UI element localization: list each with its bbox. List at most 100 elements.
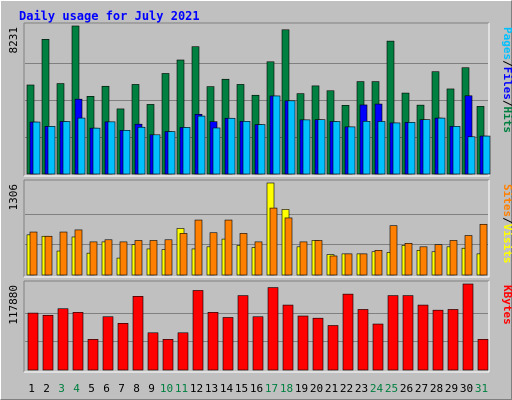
bar-pages (122, 130, 131, 175)
bar-pages (452, 126, 461, 175)
legend-separator: / (501, 60, 512, 67)
bar-pages (482, 135, 491, 175)
bar-sites (194, 219, 203, 276)
bar-pages (137, 126, 146, 175)
bar-kbytes (417, 304, 429, 371)
legend-pages: Pages (501, 27, 512, 60)
bar-sites (479, 223, 488, 276)
bar-kbytes (477, 339, 489, 371)
bar-kbytes (372, 323, 384, 371)
bar-sites (29, 231, 38, 276)
bar-sites (389, 225, 398, 276)
legend-kbytes: KBytes (501, 285, 512, 325)
bar-pages (407, 122, 416, 175)
x-tick-label: 27 (415, 382, 428, 395)
bar-sites (449, 240, 458, 276)
bar-kbytes (102, 316, 114, 371)
bar-kbytes (432, 309, 444, 371)
bar-pages (422, 119, 431, 175)
bar-pages (47, 126, 56, 175)
legend-separator: / (501, 217, 512, 224)
bar-kbytes (147, 332, 159, 371)
bar-kbytes (252, 316, 264, 371)
bar-kbytes (237, 295, 249, 371)
bar-sites (314, 240, 323, 276)
bar-kbytes (387, 295, 399, 371)
x-tick-label: 2 (43, 382, 50, 395)
x-tick-label: 28 (430, 382, 443, 395)
bar-sites (329, 255, 338, 276)
x-tick-label: 6 (103, 382, 110, 395)
bar-pages (467, 136, 476, 175)
legend-separator: / (501, 100, 512, 107)
legend-sites: Sites (501, 184, 512, 217)
bar-kbytes (42, 314, 54, 371)
x-tick-label: 26 (400, 382, 413, 395)
bar-pages (332, 121, 341, 175)
x-tick-label: 31 (475, 382, 488, 395)
panel-legend: Pages/Files/Hits (501, 27, 512, 133)
bar-kbytes (57, 308, 69, 371)
bar-pages (227, 117, 236, 175)
x-tick-label: 9 (148, 382, 155, 395)
bar-sites (254, 241, 263, 276)
bar-sites (374, 250, 383, 276)
bar-pages (242, 121, 251, 175)
bar-pages (317, 119, 326, 175)
x-tick-label: 18 (280, 382, 293, 395)
x-tick-label: 25 (385, 382, 398, 395)
bar-pages (62, 121, 71, 175)
x-tick-label: 22 (340, 382, 353, 395)
x-tick-label: 19 (295, 382, 308, 395)
bar-kbytes (282, 304, 294, 371)
panel-visits-sites: 1306 Sites/Visits (7, 179, 512, 278)
bar-kbytes (447, 309, 459, 371)
bar-kbytes (267, 287, 279, 371)
bar-kbytes (402, 295, 414, 371)
x-tick-label: 21 (325, 382, 338, 395)
bar-sites (419, 246, 428, 276)
bar-kbytes (297, 315, 309, 371)
bar-kbytes (312, 317, 324, 371)
bar-sites (119, 241, 128, 276)
bar-pages (197, 115, 206, 175)
x-tick-label: 20 (310, 382, 323, 395)
bar-kbytes (192, 290, 204, 371)
bar-pages (182, 127, 191, 175)
y-max-label: 117880 (7, 285, 20, 325)
bar-kbytes (72, 312, 84, 371)
bar-kbytes (462, 283, 474, 371)
x-tick-label: 5 (88, 382, 95, 395)
bar-kbytes (207, 312, 219, 371)
x-tick-label: 23 (355, 382, 368, 395)
bar-pages (302, 119, 311, 175)
bar-pages (212, 127, 221, 175)
bar-kbytes (177, 332, 189, 371)
bar-kbytes (27, 312, 39, 371)
bar-sites (149, 240, 158, 276)
x-tick-label: 24 (370, 382, 384, 395)
bar-pages (392, 122, 401, 175)
x-tick-label: 1 (28, 382, 35, 395)
bar-kbytes (222, 317, 234, 371)
bar-kbytes (132, 296, 144, 371)
bar-pages (257, 124, 266, 175)
x-tick-label: 12 (190, 382, 203, 395)
x-tick-label: 16 (250, 382, 263, 395)
x-tick-label: 14 (220, 382, 234, 395)
panel-legend: Sites/Visits (501, 184, 512, 264)
x-tick-label: 10 (160, 382, 173, 395)
chart-title: Daily usage for July 2021 (19, 9, 200, 23)
bar-sites (404, 243, 413, 276)
bar-sites (359, 253, 368, 276)
bar-pages (362, 121, 371, 175)
legend-visits: Visits (501, 224, 512, 264)
x-tick-label: 11 (175, 382, 188, 395)
bar-kbytes (342, 293, 354, 371)
panel-legend: KBytes (501, 285, 512, 325)
bar-sites (239, 233, 248, 276)
x-tick-label: 8 (133, 382, 140, 395)
bar-sites (164, 239, 173, 276)
bar-sites (284, 217, 293, 276)
x-tick-label: 17 (265, 382, 278, 395)
